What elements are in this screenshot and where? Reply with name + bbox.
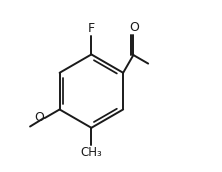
Text: O: O [34,111,44,125]
Text: CH₃: CH₃ [81,146,102,159]
Text: O: O [129,21,139,34]
Text: F: F [88,22,95,35]
